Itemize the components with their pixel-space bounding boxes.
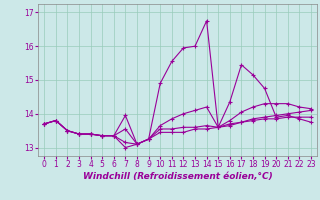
X-axis label: Windchill (Refroidissement éolien,°C): Windchill (Refroidissement éolien,°C) xyxy=(83,172,272,181)
